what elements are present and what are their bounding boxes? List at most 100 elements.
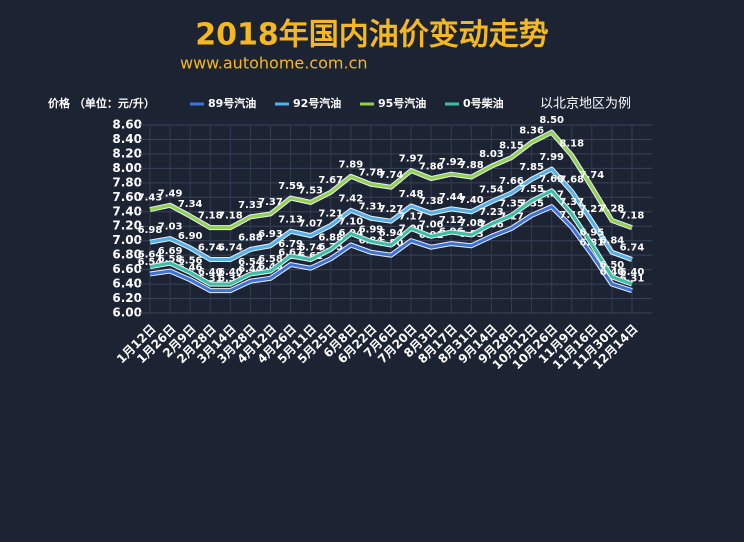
- data-label: 7.74: [379, 170, 404, 181]
- data-label: 6.98: [138, 225, 163, 236]
- data-label: 6.99: [359, 224, 384, 235]
- data-label: 7.78: [359, 167, 384, 178]
- data-label: 7.66: [499, 176, 524, 187]
- data-label: 6.90: [178, 231, 203, 242]
- data-label: 6.64: [138, 250, 163, 261]
- legend-label: 0号柴油: [463, 96, 504, 110]
- data-label: 6.93: [258, 229, 283, 240]
- data-label: 7.35: [499, 198, 524, 209]
- y-tick-label: 6.20: [112, 291, 142, 305]
- data-label: 7.13: [278, 214, 303, 225]
- data-label: 7.97: [399, 154, 424, 165]
- data-label: 6.69: [158, 246, 183, 257]
- chart-title: 2018年国内油价变动走势: [195, 18, 549, 53]
- data-label: 7.55: [519, 184, 544, 195]
- data-label: 6.40: [198, 267, 223, 278]
- data-label: 7.17: [399, 211, 424, 222]
- data-label: 6.74: [620, 242, 645, 253]
- legend-label: 89号汽油: [208, 96, 256, 110]
- data-label: 6.40: [218, 267, 243, 278]
- y-tick-label: 7.40: [112, 204, 142, 218]
- data-label: 6.67: [278, 248, 303, 259]
- data-label: 6.31: [620, 274, 645, 285]
- data-label: 6.56: [178, 256, 203, 267]
- y-tick-label: 6.00: [112, 306, 142, 320]
- data-label: 7.86: [419, 162, 444, 173]
- data-label: 7.59: [278, 181, 303, 192]
- data-label: 6.40: [620, 267, 645, 278]
- data-label: 7.27: [379, 204, 404, 215]
- data-label: 8.15: [499, 141, 524, 152]
- data-label: 7.28: [600, 203, 625, 214]
- data-label: 6.79: [278, 239, 303, 250]
- data-label: 6.54: [238, 257, 263, 268]
- data-label: 7.40: [459, 195, 484, 206]
- data-label: 7.18: [198, 211, 223, 222]
- legend-label: 95号汽油: [378, 96, 426, 110]
- y-tick-label: 6.80: [112, 248, 142, 262]
- data-label: 7.10: [338, 216, 363, 227]
- data-label: 6.74: [198, 242, 223, 253]
- data-label: 7.88: [459, 160, 484, 171]
- data-label: 6.50: [600, 260, 625, 271]
- y-tick-label: 8.60: [112, 118, 142, 132]
- data-label: 7.89: [338, 159, 363, 170]
- data-label: 7.69: [539, 174, 564, 185]
- data-label: 8.50: [539, 115, 564, 126]
- data-label: 7.68: [559, 175, 584, 186]
- data-label: 6.62: [298, 251, 323, 262]
- data-label: 7.85: [519, 162, 544, 173]
- data-label: 7.43: [138, 193, 163, 204]
- data-label: 6.88: [318, 232, 343, 243]
- data-label: 6.88: [238, 232, 263, 243]
- data-label: 7.74: [579, 170, 604, 181]
- data-label: 6.58: [258, 254, 283, 265]
- data-label: 7.31: [359, 201, 384, 212]
- y-tick-label: 8.00: [112, 161, 142, 175]
- data-label: 7.48: [399, 189, 424, 200]
- data-label: 8.03: [479, 149, 504, 160]
- y-tick-label: 7.80: [112, 175, 142, 189]
- data-label: 7.47: [539, 190, 564, 201]
- data-label: 6.31: [198, 274, 223, 285]
- data-label: 7.53: [298, 185, 323, 196]
- data-label: 6.46: [178, 263, 203, 274]
- data-label: 6.84: [600, 235, 625, 246]
- data-label: 7.21: [318, 209, 343, 220]
- data-label: 6.31: [218, 274, 243, 285]
- data-label: 6.54: [138, 257, 163, 268]
- data-label: 7.27: [579, 204, 604, 215]
- data-label: 7.18: [620, 211, 645, 222]
- data-label: 7.42: [338, 193, 363, 204]
- annotation: 以北京地区为例: [540, 97, 631, 112]
- series-line: [149, 167, 633, 261]
- data-label: 7.07: [298, 219, 323, 230]
- data-label: 7.38: [419, 196, 444, 207]
- series-line: [149, 205, 633, 293]
- data-label: 7.44: [439, 192, 464, 203]
- data-label: 8.18: [559, 138, 584, 149]
- data-label: 6.74: [218, 242, 243, 253]
- data-label: 7.03: [158, 222, 183, 233]
- y-tick-label: 8.20: [112, 146, 142, 160]
- data-label: 7.37: [258, 197, 283, 208]
- data-label: 6.58: [158, 254, 183, 265]
- data-label: 8.36: [519, 125, 544, 136]
- data-label: 7.54: [479, 185, 504, 196]
- series-line: [149, 130, 633, 230]
- data-label: 6.94: [379, 228, 404, 239]
- data-label: 6.95: [579, 227, 604, 238]
- y-tick-label: 6.60: [112, 262, 142, 276]
- data-label: 7.49: [158, 188, 183, 199]
- data-label: 7.34: [178, 199, 203, 210]
- y-tick-label: 6.40: [112, 277, 142, 291]
- chart-subtitle: www.autohome.com.cn: [180, 54, 368, 73]
- data-label: 6.74: [298, 242, 323, 253]
- data-label: 7.92: [439, 157, 464, 168]
- y-axis-label: 价格 （单位：元/升）: [48, 96, 155, 110]
- data-label: 7.12: [439, 215, 464, 226]
- y-tick-label: 7.00: [112, 233, 142, 247]
- y-tick-label: 7.60: [112, 190, 142, 204]
- data-label: 6.44: [238, 264, 263, 275]
- series-line: [149, 189, 633, 286]
